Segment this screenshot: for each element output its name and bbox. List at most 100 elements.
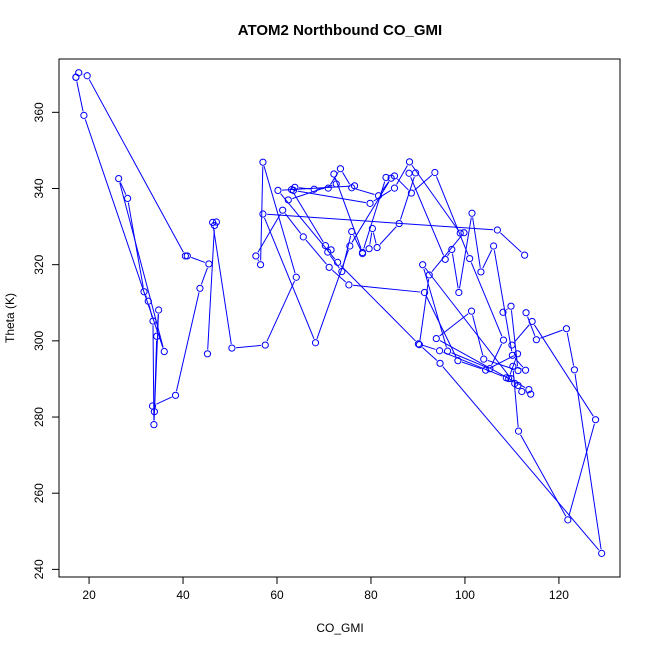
data-point (153, 332, 161, 340)
y-tick-label: 260 (32, 483, 46, 503)
data-point (160, 347, 168, 356)
data-point (591, 416, 600, 424)
data-point (321, 242, 330, 250)
series-segment (200, 267, 208, 285)
data-point (338, 267, 346, 276)
series-segment (574, 373, 602, 550)
data-point (455, 288, 463, 297)
series-segment (396, 165, 408, 185)
data-point (144, 297, 152, 305)
series-segment (509, 357, 517, 375)
series-segment (399, 176, 415, 220)
data-point (83, 72, 91, 80)
series-segment (491, 343, 503, 366)
series-segment (156, 396, 172, 405)
x-tick-label: 120 (549, 588, 569, 602)
series-segment (363, 181, 386, 249)
data-point (72, 73, 80, 81)
series-segment (119, 182, 164, 348)
series-segment (355, 188, 375, 196)
data-point (350, 182, 359, 190)
y-axis: 240 260 280 300 320 340 360 (32, 102, 60, 579)
data-point (181, 252, 189, 260)
series-segment (297, 190, 366, 204)
data-point (279, 206, 287, 214)
data-point (436, 359, 444, 367)
data-point (252, 252, 260, 260)
series-segment (379, 226, 397, 245)
series-segment (414, 174, 433, 191)
series-1 (72, 69, 213, 429)
data-point (75, 69, 83, 77)
data-point (414, 340, 423, 348)
series-segment (540, 329, 563, 339)
data-point (382, 173, 390, 182)
data-point (564, 516, 572, 524)
data-point (443, 347, 452, 355)
data-point (513, 350, 522, 358)
data-point (183, 252, 191, 260)
series-segment (520, 434, 567, 517)
data-point (570, 366, 579, 374)
data-point (466, 254, 474, 263)
x-tick-label: 20 (82, 588, 96, 602)
series-segment (459, 217, 472, 289)
data-point (405, 158, 414, 166)
plot-frame (58, 58, 621, 578)
data-point (374, 192, 383, 200)
data-point (334, 258, 342, 266)
series-segment (493, 250, 513, 352)
series-segment (236, 344, 262, 349)
series-segment (410, 176, 445, 256)
data-point (196, 284, 204, 292)
series-2 (203, 158, 535, 398)
data-point (368, 224, 376, 233)
y-tick-label: 240 (32, 559, 46, 579)
data-point (345, 281, 353, 289)
series-segment (260, 166, 264, 261)
x-tick-label: 100 (455, 588, 475, 602)
series-segment (264, 217, 315, 340)
series-4 (287, 169, 600, 524)
data-point (502, 374, 510, 382)
series-segment (284, 213, 302, 234)
data-point (441, 255, 449, 263)
data-point (259, 158, 267, 166)
data-point (431, 168, 439, 177)
data-point (405, 169, 413, 177)
series-segment (514, 358, 524, 368)
data-point (508, 341, 516, 349)
data-point (150, 421, 158, 429)
data-point (171, 391, 180, 399)
data-point (460, 229, 468, 237)
series-segment (439, 340, 526, 389)
data-point (373, 243, 381, 252)
x-axis: 20 40 60 80 100 120 (82, 576, 569, 602)
data-point (514, 427, 523, 435)
data-point (209, 218, 217, 226)
data-point (284, 196, 292, 204)
y-tick-label: 320 (32, 254, 46, 274)
data-point (330, 170, 338, 178)
data-point (499, 336, 508, 344)
data-point (346, 242, 354, 250)
data-point (477, 268, 485, 276)
y-tick-label: 360 (32, 102, 46, 122)
series-segment (257, 213, 281, 253)
series-segment (207, 229, 215, 350)
data-point (299, 233, 307, 241)
data-point (419, 261, 427, 269)
data-point (205, 260, 213, 268)
series-segment (489, 355, 515, 369)
plot-area (72, 69, 606, 557)
series-segment (212, 226, 232, 345)
series-segment (280, 193, 336, 260)
series-segment (447, 252, 450, 257)
y-tick-label: 300 (32, 331, 46, 351)
data-point (448, 245, 456, 254)
series-segment (506, 308, 508, 311)
data-point (468, 209, 476, 217)
data-point (525, 386, 533, 394)
series-segment (266, 280, 295, 342)
